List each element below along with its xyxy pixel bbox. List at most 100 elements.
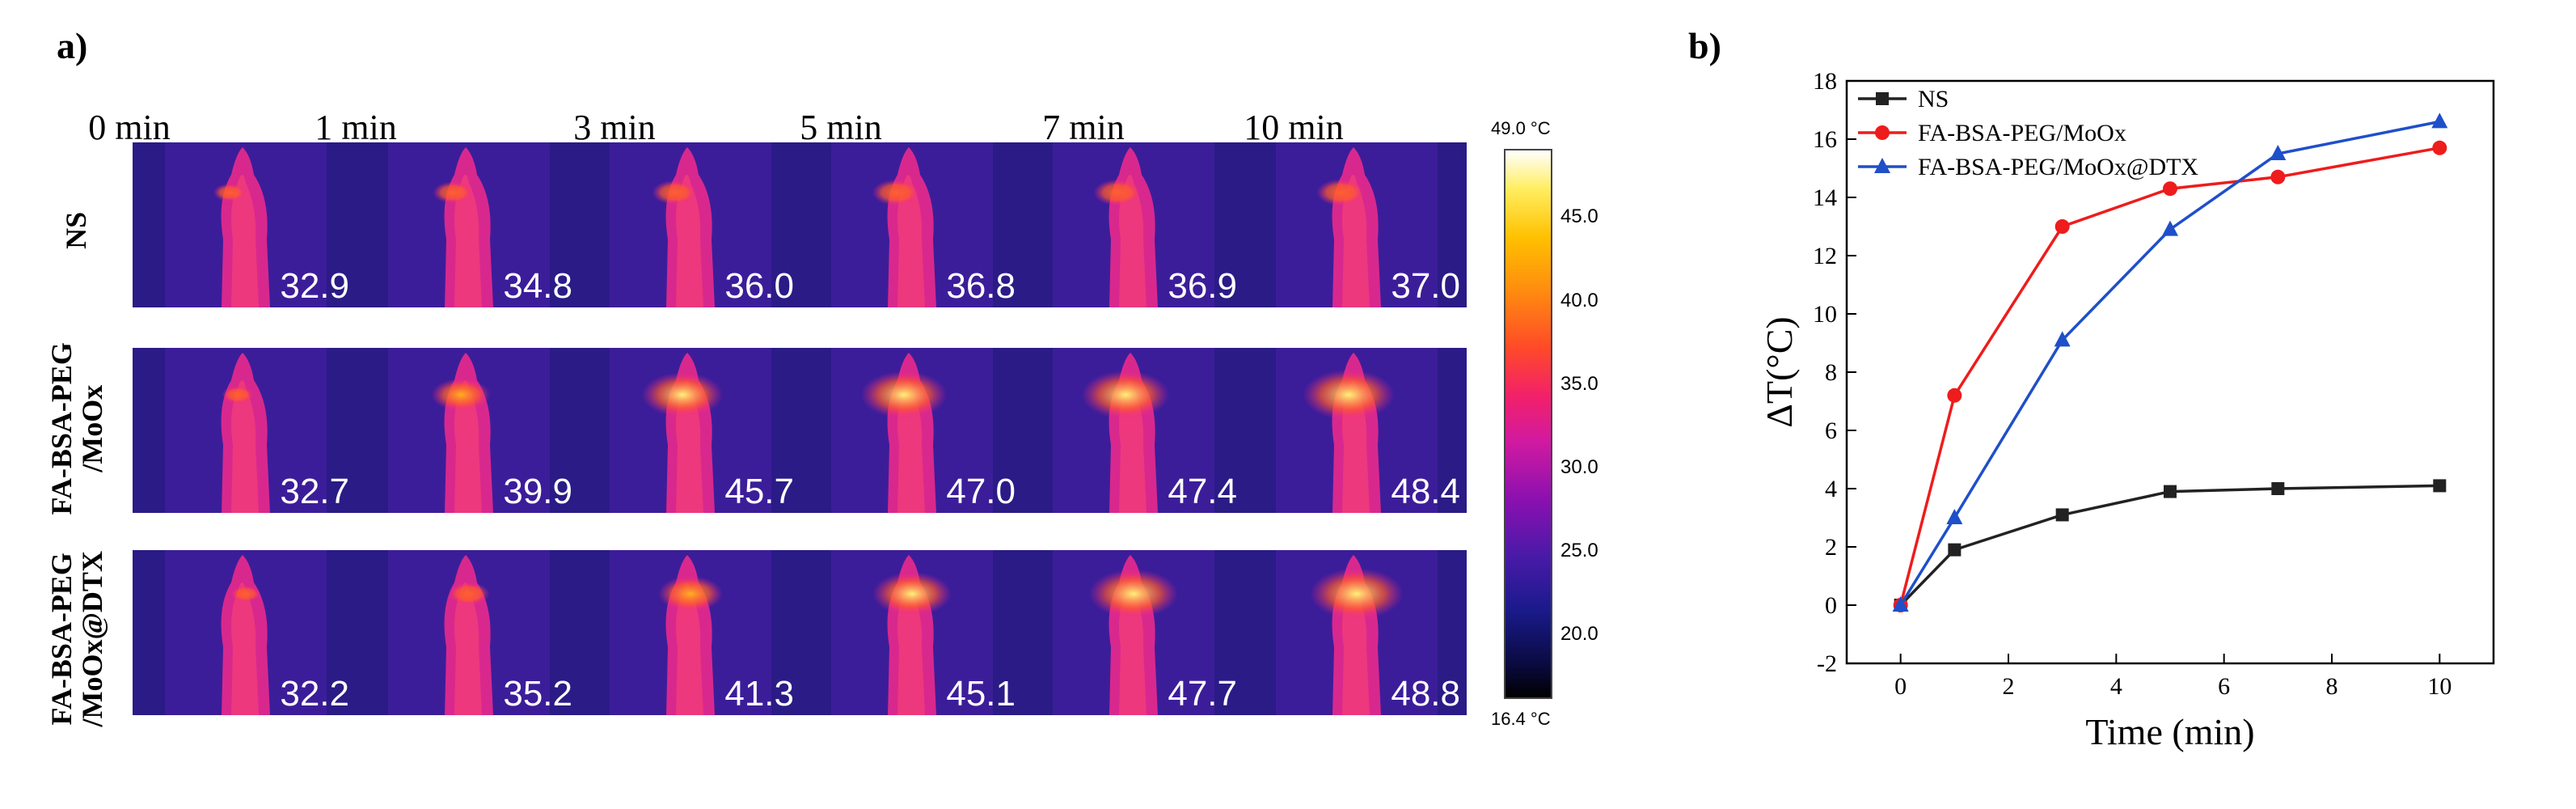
- data-point: [2433, 479, 2447, 493]
- data-point: [1892, 596, 1909, 612]
- data-point: [2163, 181, 2177, 197]
- thermal-image: 34.8: [356, 142, 579, 307]
- data-point: [1947, 388, 1962, 403]
- data-point: [1948, 543, 1962, 557]
- x-tick-label: 10: [2427, 673, 2451, 700]
- data-point: [2270, 169, 2286, 184]
- legend-entry-label: FA-BSA-PEG/MoOx@DTX: [1918, 154, 2198, 180]
- temperature-readout: 48.8: [1391, 674, 1460, 714]
- time-label-5: 10 min: [1244, 108, 1344, 147]
- x-tick-label: 4: [2110, 673, 2122, 700]
- temperature-readout: 48.4: [1391, 472, 1460, 511]
- thermal-image: 47.4: [1020, 348, 1244, 513]
- temperature-readout: 47.7: [1168, 674, 1237, 714]
- data-point: [2164, 485, 2177, 498]
- series-line-2: [1899, 120, 2440, 606]
- thermal-image: 36.0: [577, 142, 800, 307]
- thermal-image: 35.2: [356, 550, 579, 715]
- y-tick-label: 10: [1813, 301, 1837, 328]
- data-point: [2271, 482, 2285, 495]
- temperature-readout: 37.0: [1391, 266, 1460, 306]
- colorbar: [1504, 149, 1552, 699]
- y-tick-label: 18: [1813, 68, 1837, 95]
- series-line-1: [1898, 146, 2440, 606]
- temperature-readout: 32.9: [280, 266, 349, 306]
- temperature-readout: 35.2: [503, 674, 572, 714]
- legend-entry-label: FA-BSA-PEG/MoOx: [1918, 120, 2126, 146]
- temperature-readout: 36.8: [946, 266, 1016, 306]
- data-point: [2432, 140, 2447, 155]
- delta-t-line-chart: 0 2 4 6 8 10 -2 0 2 4 6 8 10 12 14 16 18 Time (min) ΔT(°C)…: [1759, 68, 2495, 752]
- colorbar-tick-label: 30.0: [1560, 455, 1598, 478]
- data-point: [2431, 112, 2448, 129]
- colorbar-tick-label: 45.0: [1560, 205, 1598, 228]
- thermal-image: 36.9: [1020, 142, 1244, 307]
- time-label-1: 1 min: [315, 108, 397, 147]
- thermal-image: 47.7: [1020, 550, 1244, 715]
- thermal-image: 45.1: [799, 550, 1022, 715]
- y-tick-label: 16: [1813, 126, 1837, 153]
- thermal-image: 32.7: [133, 348, 356, 513]
- data-point: [1876, 92, 1889, 105]
- temperature-readout: 32.7: [280, 472, 349, 511]
- thermal-image: 32.2: [133, 550, 356, 715]
- temperature-readout: 32.2: [280, 674, 349, 714]
- temperature-readout: 47.4: [1168, 472, 1237, 511]
- y-axis-label: ΔT(°C): [1759, 316, 1800, 427]
- thermal-image: 48.4: [1244, 348, 1467, 513]
- colorbar-tick-label: 20.0: [1560, 622, 1598, 645]
- row-label-line2: /MoOx: [75, 384, 108, 472]
- row-label-line1: NS: [60, 211, 93, 249]
- temperature-readout: 36.0: [724, 266, 794, 306]
- data-point: [2162, 220, 2178, 236]
- data-point: [2054, 219, 2070, 234]
- y-tick-label: 14: [1813, 184, 1837, 211]
- time-label-2: 3 min: [573, 108, 656, 147]
- colorbar-min-label: 16.4 °C: [1491, 709, 1551, 729]
- temperature-readout: 36.9: [1168, 266, 1237, 306]
- temperature-readout: 45.1: [946, 674, 1016, 714]
- row-label-2: FA-BSA-PEG/MoOx@DTX: [44, 551, 108, 726]
- row-label-0: NS: [60, 211, 93, 249]
- data-point: [1946, 509, 1963, 524]
- thermal-image: 48.8: [1244, 550, 1467, 715]
- colorbar-tick-label: 40.0: [1560, 289, 1598, 311]
- y-tick-label: 0: [1825, 592, 1837, 619]
- thermal-image: 37.0: [1244, 142, 1467, 307]
- thermal-image: 45.7: [577, 348, 800, 513]
- temperature-readout: 45.7: [724, 472, 794, 511]
- x-tick-label: 6: [2218, 673, 2230, 700]
- row-label-line1: FA-BSA-PEG: [44, 553, 78, 726]
- panel-a-label: a): [57, 25, 88, 66]
- thermal-image: 47.0: [799, 348, 1022, 513]
- legend-entry-label: NS: [1918, 86, 1949, 112]
- x-tick-label: 2: [2003, 673, 2015, 700]
- x-tick-label: 8: [2326, 673, 2338, 700]
- data-point: [2055, 508, 2069, 522]
- thermal-image: 32.9: [133, 142, 356, 307]
- y-tick-label: 2: [1825, 534, 1837, 561]
- temperature-readout: 41.3: [724, 674, 794, 714]
- data-point: [1875, 125, 1890, 140]
- thermal-image: 39.9: [356, 348, 579, 513]
- series-line-0: [1899, 484, 2440, 607]
- y-tick-label: 6: [1825, 417, 1837, 444]
- time-label-4: 7 min: [1042, 108, 1125, 147]
- data-point: [1874, 158, 1890, 173]
- temperature-readout: 47.0: [946, 472, 1016, 511]
- y-tick-label: -2: [1817, 650, 1837, 677]
- y-tick-label: 12: [1813, 243, 1837, 269]
- colorbar-tick-label: 25.0: [1560, 539, 1598, 561]
- panel-b-label: b): [1688, 25, 1721, 66]
- data-point: [2270, 145, 2287, 160]
- y-tick-label: 8: [1825, 359, 1837, 386]
- data-point: [2054, 331, 2071, 347]
- colorbar-tick-label: 35.0: [1560, 372, 1598, 395]
- thermal-image: 36.8: [799, 142, 1022, 307]
- x-tick-label: 0: [1894, 673, 1907, 700]
- time-label-3: 5 min: [800, 108, 882, 147]
- colorbar-max-label: 49.0 °C: [1491, 118, 1551, 138]
- y-tick-label: 4: [1825, 476, 1837, 502]
- time-label-0: 0 min: [88, 108, 171, 147]
- thermal-image: 41.3: [577, 550, 800, 715]
